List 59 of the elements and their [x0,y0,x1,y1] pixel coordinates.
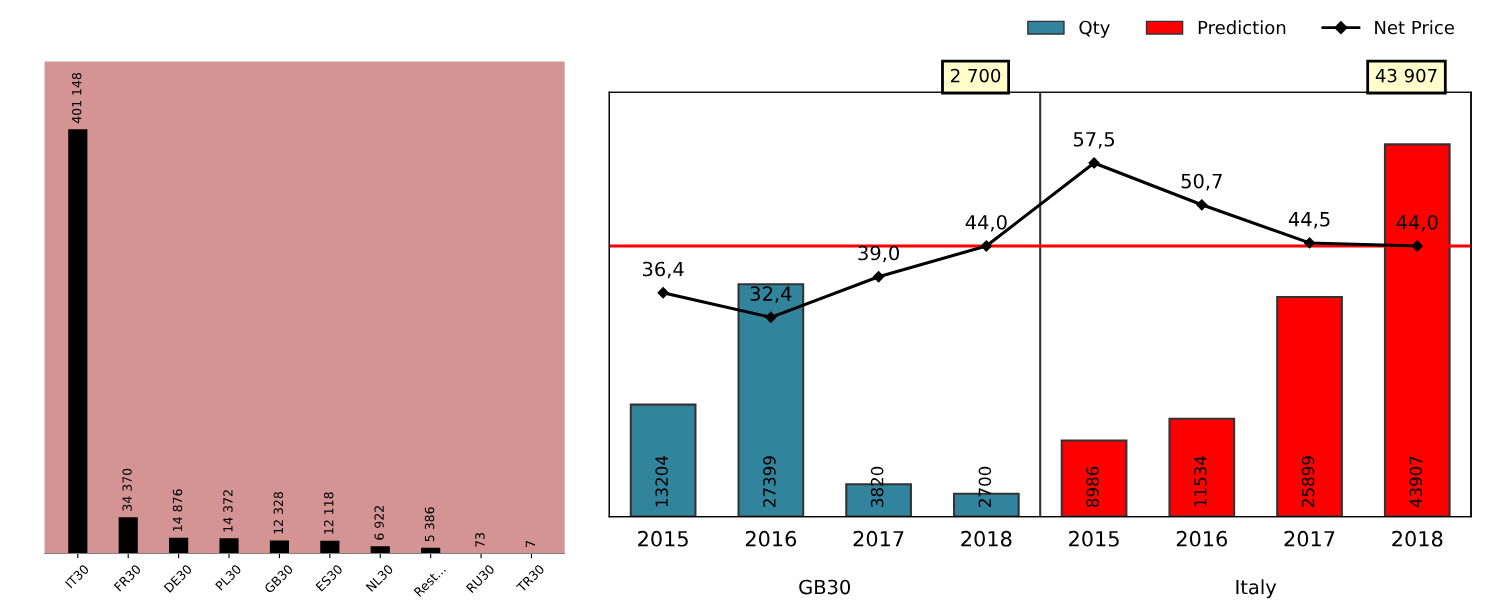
data-label: 13204 [655,456,668,507]
bar [1060,439,1128,517]
data-label: 12 328 [273,492,284,534]
data-label: 2700 [978,466,992,507]
data-label: 11534 [1194,456,1207,507]
data-label: 39,0 [858,245,899,263]
bar [269,540,289,554]
point [872,271,885,283]
data-label: 5 386 [424,507,435,542]
point [980,240,992,252]
x-tick-label: 2015 [638,530,688,547]
data-label: 27399 [763,456,776,507]
x-tick-label: 2018 [1392,530,1443,547]
x-tick-label: 2015 [1069,530,1119,547]
data-label: 14 372 [223,490,233,532]
text: 43 907 [1375,68,1437,83]
data-label: 50,7 [1181,173,1222,191]
data-label: 8986 [1086,466,1099,507]
bar [118,517,138,554]
x-tick-label: 2016 [1176,530,1227,547]
legend-label: Prediction [1198,20,1286,35]
bar [629,403,697,517]
point [1303,237,1316,249]
data-label: 43907 [1409,456,1423,508]
x-tick-label: 2017 [1284,530,1335,547]
bar [737,283,805,517]
data-label: 25899 [1301,456,1315,507]
data-label: 14 876 [172,489,183,531]
bar [320,540,340,554]
data-label: 7 [525,541,535,547]
data-label: 34 370 [122,468,132,511]
point [1411,240,1423,252]
bar [169,537,189,554]
bar [1276,295,1343,517]
legend-label: Qty [1079,20,1110,38]
bar [1168,417,1236,517]
point [1196,199,1208,211]
bar [370,546,390,554]
data-label: 73 [475,532,485,547]
data-label: 44,0 [965,214,1007,232]
point [657,287,669,299]
data-label: 6 922 [374,506,384,540]
data-label: 401 148 [71,72,82,124]
bar [68,129,88,554]
x-tick-label: 2018 [961,530,1012,547]
text: Italy [1236,579,1277,599]
data-label: 12 118 [324,492,334,534]
legend-label: Net Price [1375,20,1454,35]
data-label: 3820 [870,466,884,507]
data-label: 57,5 [1073,132,1115,149]
bar [219,538,239,554]
data-label: 44,5 [1288,212,1330,229]
x-tick-label: 2016 [745,530,797,547]
data-label: 36,4 [642,261,684,279]
text: 2 700 [951,68,1001,83]
data-label: 32,4 [750,286,792,303]
point [765,311,777,323]
x-tick-label: 2017 [853,530,904,547]
data-label: 44,0 [1396,214,1438,232]
